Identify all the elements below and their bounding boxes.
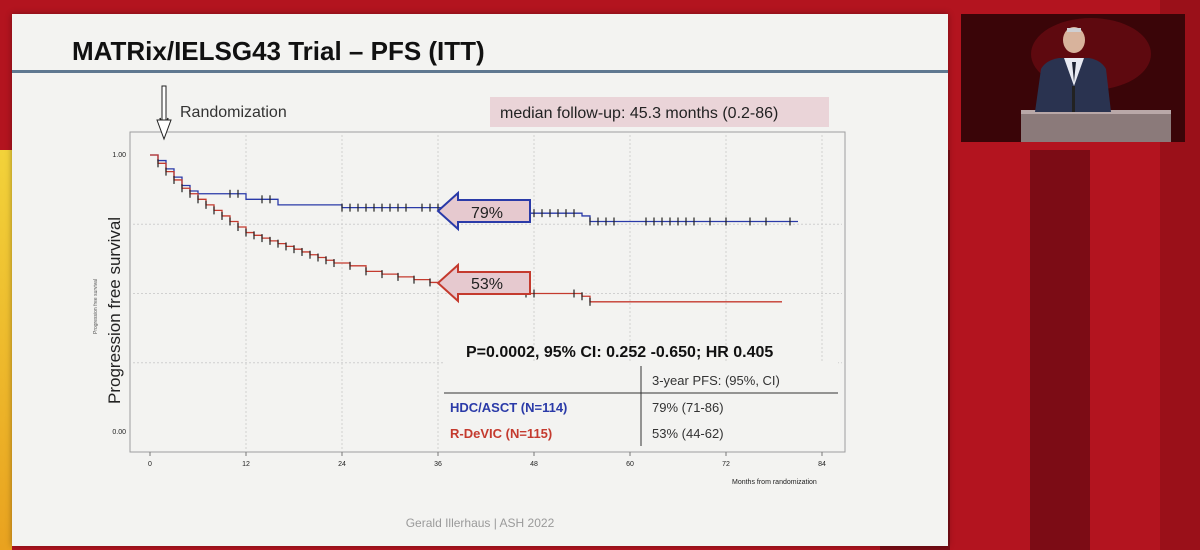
speaker-figure (961, 14, 1185, 142)
background-band (1030, 150, 1090, 550)
x-axis-label: Months from randomization (732, 479, 817, 486)
randomization-arrow (156, 85, 172, 141)
x-tick-label: 48 (530, 461, 538, 468)
table-row-value: 53% (44-62) (652, 426, 724, 441)
slide-title: MATRix/IELSG43 Trial – PFS (ITT) (72, 36, 485, 66)
table-row-arm: HDC/ASCT (N=114) (450, 400, 567, 415)
background-accent (0, 150, 12, 550)
follow-up-box (490, 97, 829, 127)
y-axis-label-small: Progression free survival (93, 279, 99, 334)
follow-up-text: median follow-up: 45.3 months (0.2-86) (500, 105, 778, 122)
x-axis: 0 12 24 36 48 60 72 84 (148, 452, 826, 468)
randomization-label: Randomization (180, 104, 287, 121)
speaker-video (961, 14, 1185, 142)
x-tick-label: 60 (626, 461, 634, 468)
x-tick-label: 12 (242, 461, 250, 468)
results-table (444, 362, 838, 450)
slide-footer: Gerald Illerhaus | ASH 2022 (405, 516, 555, 530)
series-line (150, 154, 798, 223)
arrow-callout-rdevic-label: 53% (471, 276, 503, 293)
arrow-callout-rdevic (436, 262, 531, 304)
arrow-callout-hdc (436, 190, 531, 232)
plot-frame (129, 131, 846, 453)
stats-line: P=0.0002, 95% CI: 0.252 -0.650; HR 0.405 (466, 344, 773, 361)
x-tick-label: 0 (148, 461, 152, 468)
table-row-arm: R-DeVIC (N=115) (450, 426, 552, 441)
x-tick-label: 24 (338, 461, 346, 468)
x-tick-label: 84 (818, 461, 826, 468)
x-tick-label: 72 (722, 461, 730, 468)
arrow-callout-hdc-label: 79% (471, 205, 503, 222)
y-tick-label: 0.00 (112, 429, 126, 436)
y-tick-label: 1.00 (112, 152, 126, 159)
title-divider (12, 70, 948, 73)
x-tick-label: 36 (434, 461, 442, 468)
table-header: 3-year PFS: (95%, CI) (652, 373, 780, 388)
table-row-value: 79% (71-86) (652, 400, 724, 415)
y-axis-label: Progression free survival (105, 217, 124, 404)
y-axis: 0.00 1.00 (112, 152, 126, 436)
